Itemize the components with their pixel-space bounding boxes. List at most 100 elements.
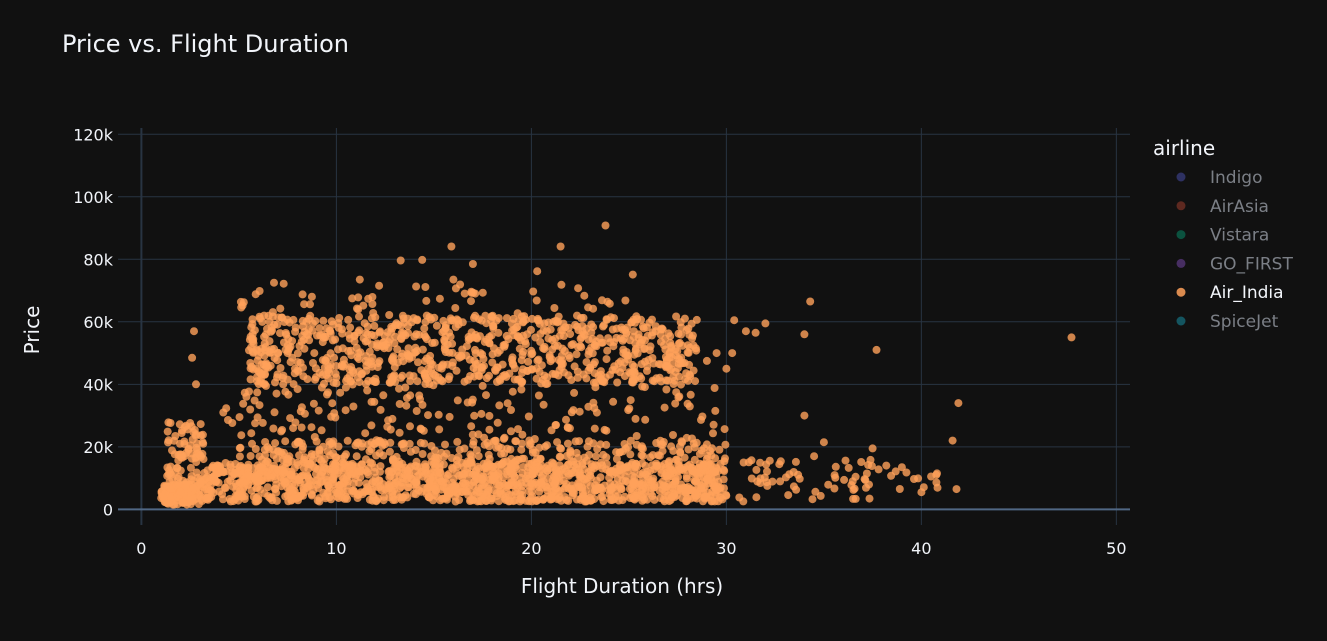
data-point: [624, 406, 633, 415]
data-point: [626, 436, 635, 445]
data-point: [435, 425, 444, 434]
data-point: [895, 485, 904, 493]
legend: airline Indigo AirAsia Vistara GO_FIRST Air_…: [1153, 136, 1293, 332]
data-point: [272, 454, 281, 463]
data-point: [404, 351, 413, 360]
data-point: [414, 358, 422, 367]
data-point: [177, 453, 186, 462]
data-point: [212, 477, 221, 486]
legend-item-airasia[interactable]: AirAsia: [1176, 197, 1269, 217]
legend-item-indigo[interactable]: Indigo: [1176, 168, 1263, 188]
data-point: [276, 329, 284, 338]
data-point: [510, 472, 519, 481]
data-point: [575, 407, 584, 416]
data-point: [176, 487, 185, 496]
data-point: [578, 322, 587, 330]
data-point: [511, 437, 520, 446]
data-point: [844, 463, 853, 472]
data-point: [177, 429, 186, 437]
data-point: [379, 391, 388, 400]
data-point: [708, 444, 716, 453]
data-point: [453, 396, 462, 405]
data-point: [186, 463, 195, 472]
data-point: [808, 495, 817, 504]
data-point: [882, 461, 891, 470]
data-point: [358, 439, 367, 448]
data-point: [429, 468, 438, 477]
data-point: [404, 328, 412, 337]
data-point: [582, 497, 591, 506]
data-point: [631, 414, 640, 423]
data-point: [286, 342, 295, 351]
data-point: [927, 472, 936, 481]
data-point: [331, 362, 340, 370]
data-point: [502, 457, 511, 466]
data-point: [609, 397, 618, 406]
data-point: [478, 474, 487, 483]
data-point: [258, 463, 267, 472]
data-point: [508, 353, 517, 362]
data-point: [680, 314, 689, 323]
data-point: [353, 464, 362, 473]
y-tick-label: 100k: [73, 188, 114, 207]
data-point: [442, 449, 451, 458]
data-point: [534, 495, 543, 504]
data-point: [686, 390, 695, 399]
data-point: [690, 443, 699, 452]
data-point: [263, 443, 272, 452]
legend-item-spicejet[interactable]: SpiceJet: [1176, 312, 1279, 332]
data-point: [327, 317, 336, 326]
data-point: [349, 402, 358, 411]
data-point: [442, 487, 451, 496]
data-point: [449, 275, 458, 284]
data-point: [307, 423, 316, 432]
data-point: [482, 319, 491, 328]
data-point: [661, 334, 670, 343]
data-point: [590, 358, 599, 367]
data-point: [684, 376, 692, 385]
data-point: [517, 377, 526, 386]
data-point: [488, 350, 497, 359]
data-point: [649, 359, 658, 368]
data-point: [368, 479, 377, 488]
data-point: [655, 451, 664, 460]
data-point: [441, 440, 449, 449]
legend-item-go-first[interactable]: GO_FIRST: [1176, 254, 1294, 274]
data-point: [272, 389, 281, 398]
data-point: [608, 366, 617, 375]
data-point: [667, 442, 676, 451]
data-point: [246, 375, 255, 384]
data-point: [386, 482, 394, 491]
data-point: [228, 482, 237, 491]
data-point: [458, 345, 467, 354]
data-point: [586, 363, 595, 372]
data-point: [621, 477, 630, 486]
data-point: [466, 372, 475, 380]
legend-item-air-india[interactable]: Air_India: [1176, 283, 1284, 303]
data-point: [662, 363, 670, 372]
y-tick-label: 40k: [83, 375, 113, 394]
data-point: [338, 329, 347, 338]
data-point: [286, 358, 295, 367]
data-point: [434, 410, 443, 419]
data-point: [219, 408, 228, 417]
data-point: [682, 433, 691, 442]
data-point: [189, 484, 198, 492]
data-point: [630, 369, 639, 377]
data-point: [587, 320, 596, 329]
data-point: [692, 346, 701, 355]
data-point: [421, 460, 429, 469]
data-point: [276, 364, 285, 372]
data-point: [440, 336, 449, 344]
data-point: [565, 354, 574, 363]
data-point: [629, 486, 638, 495]
legend-item-vistara[interactable]: Vistara: [1176, 226, 1270, 246]
data-point: [326, 451, 335, 460]
data-point: [519, 331, 527, 340]
data-point: [469, 437, 478, 446]
data-point: [466, 456, 475, 465]
data-point: [593, 445, 602, 454]
data-point: [235, 413, 244, 422]
data-point: [488, 312, 496, 321]
data-point: [395, 384, 403, 393]
